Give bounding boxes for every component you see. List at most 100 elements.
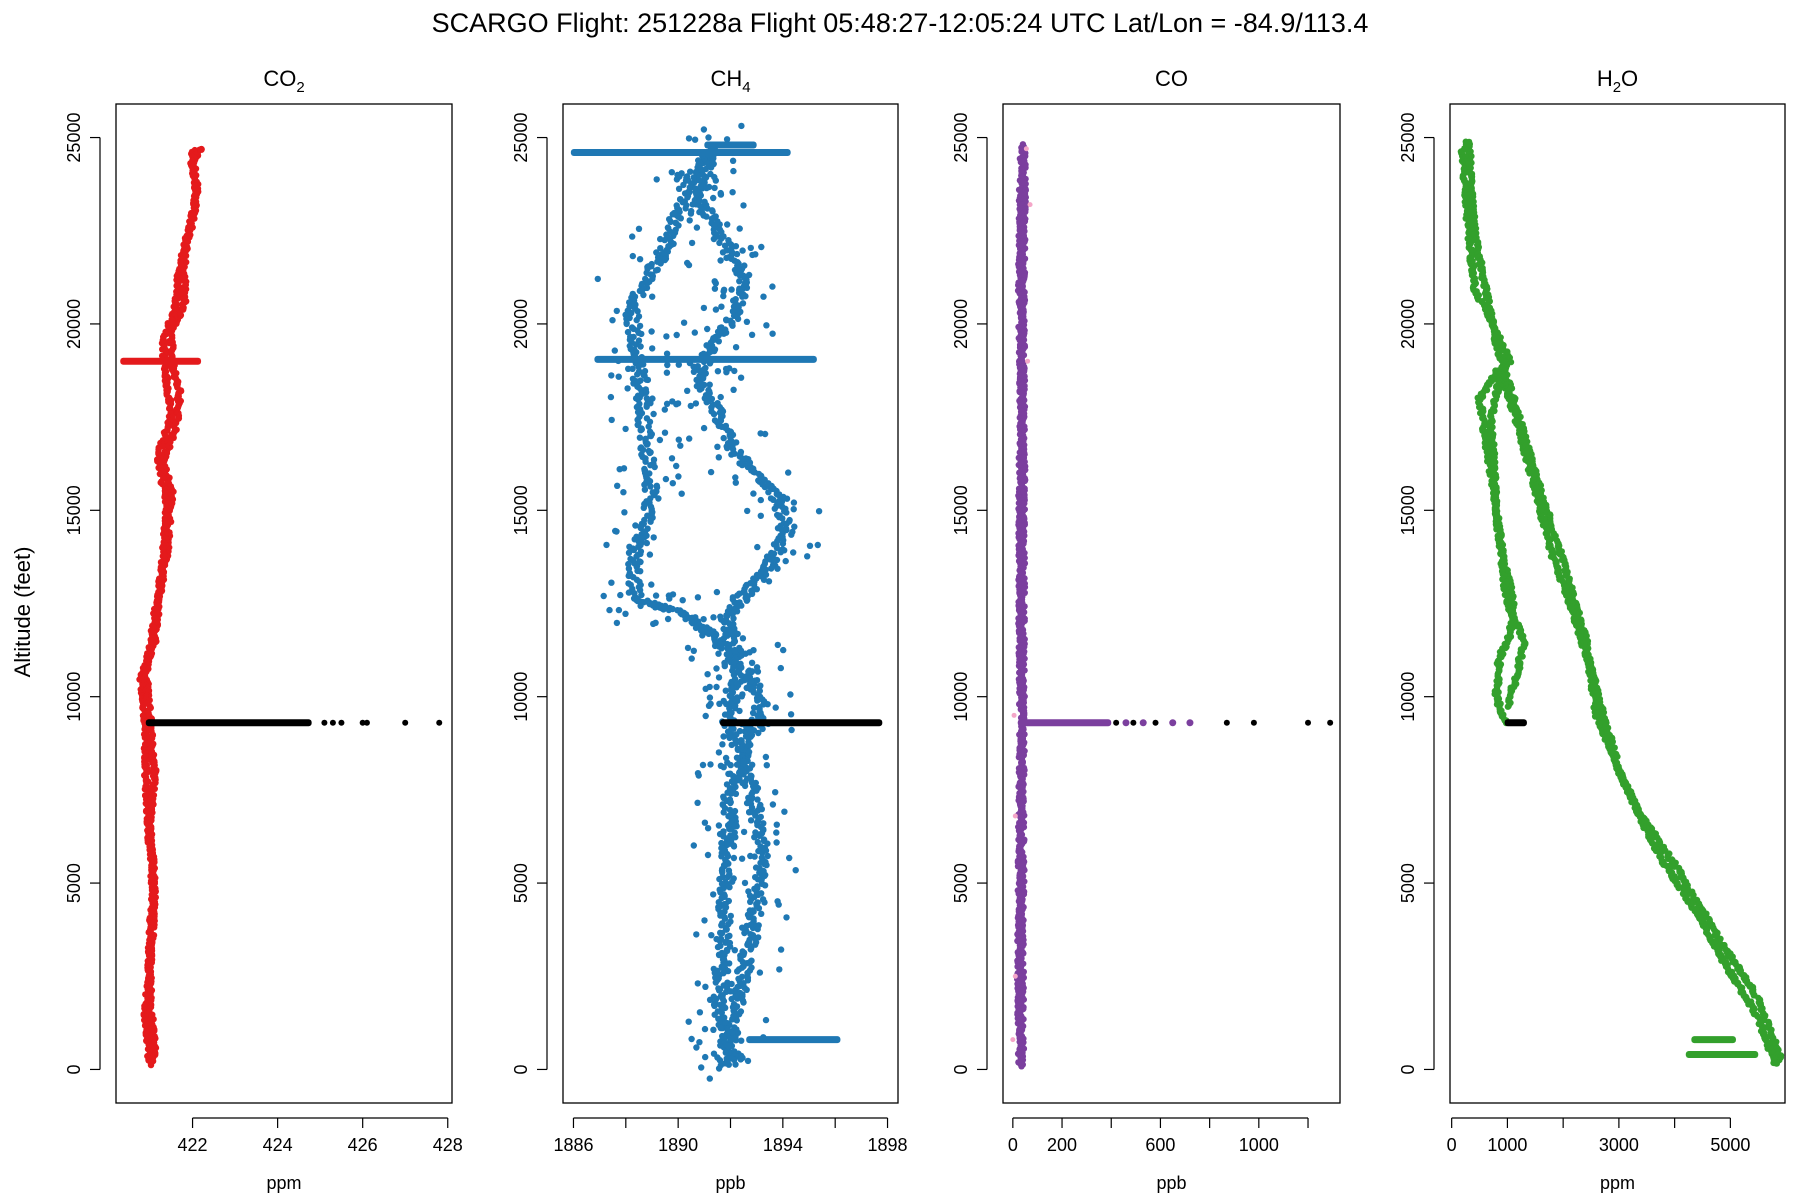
data-point [754,697,761,704]
data-point [736,278,743,285]
data-point [615,606,623,614]
black-band [720,719,883,727]
x-tick-label: 200 [1047,1135,1077,1155]
data-point [640,291,647,299]
data-point [730,386,737,393]
data-point [673,331,680,339]
data-point [759,725,766,733]
data-point [713,665,720,672]
data-point [746,649,753,656]
data-point [608,416,615,424]
black-point [329,719,336,726]
data-point [815,508,823,515]
x-axis-label: ppm [1600,1173,1635,1193]
data-point [711,1002,718,1010]
data-point [1169,719,1177,727]
data-point [740,202,747,209]
outlier-point [1012,973,1018,979]
data-point [710,1026,717,1034]
data-point [669,398,676,405]
data-point [715,749,723,756]
data-point [725,770,732,778]
data-point [752,874,759,881]
data-point [707,761,714,768]
data-point [606,606,613,614]
data-point [732,790,740,797]
data-point [732,474,739,481]
data-point [721,659,728,667]
data-point [675,473,682,480]
data-point [776,966,783,973]
data-point [783,914,790,921]
data-point [736,599,743,606]
data-point [738,122,745,130]
data-point [643,441,651,448]
data-point [788,726,795,734]
data-point [642,458,649,465]
data-point [762,1016,770,1024]
data-point [633,316,640,324]
data-point [719,956,727,963]
data-point [725,237,732,244]
data-point [702,712,709,720]
data-point [611,347,618,354]
data-point [675,361,682,368]
data-band [120,357,202,365]
data-point [677,215,684,222]
y-tick-label: 10000 [1398,672,1418,722]
data-point [757,813,764,821]
data-point [724,1058,731,1065]
data-point [722,631,729,638]
data-point [697,380,704,387]
data-point [786,854,793,862]
data-point [774,565,781,572]
data-point [738,855,746,862]
data-point [649,395,656,402]
data-point [727,812,734,819]
data-point [814,541,821,549]
data-point [790,506,797,513]
data-point [739,300,747,307]
data-point [684,259,691,267]
x-tick-label: 1890 [658,1135,698,1155]
data-point [678,490,685,497]
data-point [718,1009,725,1016]
data-point [738,693,745,700]
data-point [647,518,654,525]
panel-3: CO0 200 600 1000ppb050001000015000200002500… [951,66,1341,1193]
data-point [747,852,754,860]
data-point [637,548,645,555]
data-point [661,429,669,436]
data-point [738,973,746,980]
x-tick-label: 426 [348,1135,378,1155]
data-point [728,286,735,293]
data-point [733,823,740,830]
data-point [777,664,784,672]
data-point [646,551,654,558]
data-point [696,177,703,184]
data-point [761,846,769,853]
data-point [729,308,737,315]
data-band [704,141,757,149]
data-point [661,406,668,413]
data-point [609,317,616,324]
data-point [746,907,754,914]
data-point [706,381,713,388]
data-point [704,825,712,832]
data-point [735,264,742,272]
data-point [806,542,814,549]
data-point [714,368,722,375]
data-point [786,516,793,524]
data-point [710,222,718,229]
data-point [731,779,738,786]
data-point [754,838,761,846]
data-point [630,546,638,554]
data-point [717,393,724,401]
data-point [724,873,731,881]
data-point [615,373,622,380]
data-point [669,591,677,598]
data-point [663,400,671,407]
data-point [705,702,713,709]
data-point [748,964,755,971]
data-point [624,385,631,392]
